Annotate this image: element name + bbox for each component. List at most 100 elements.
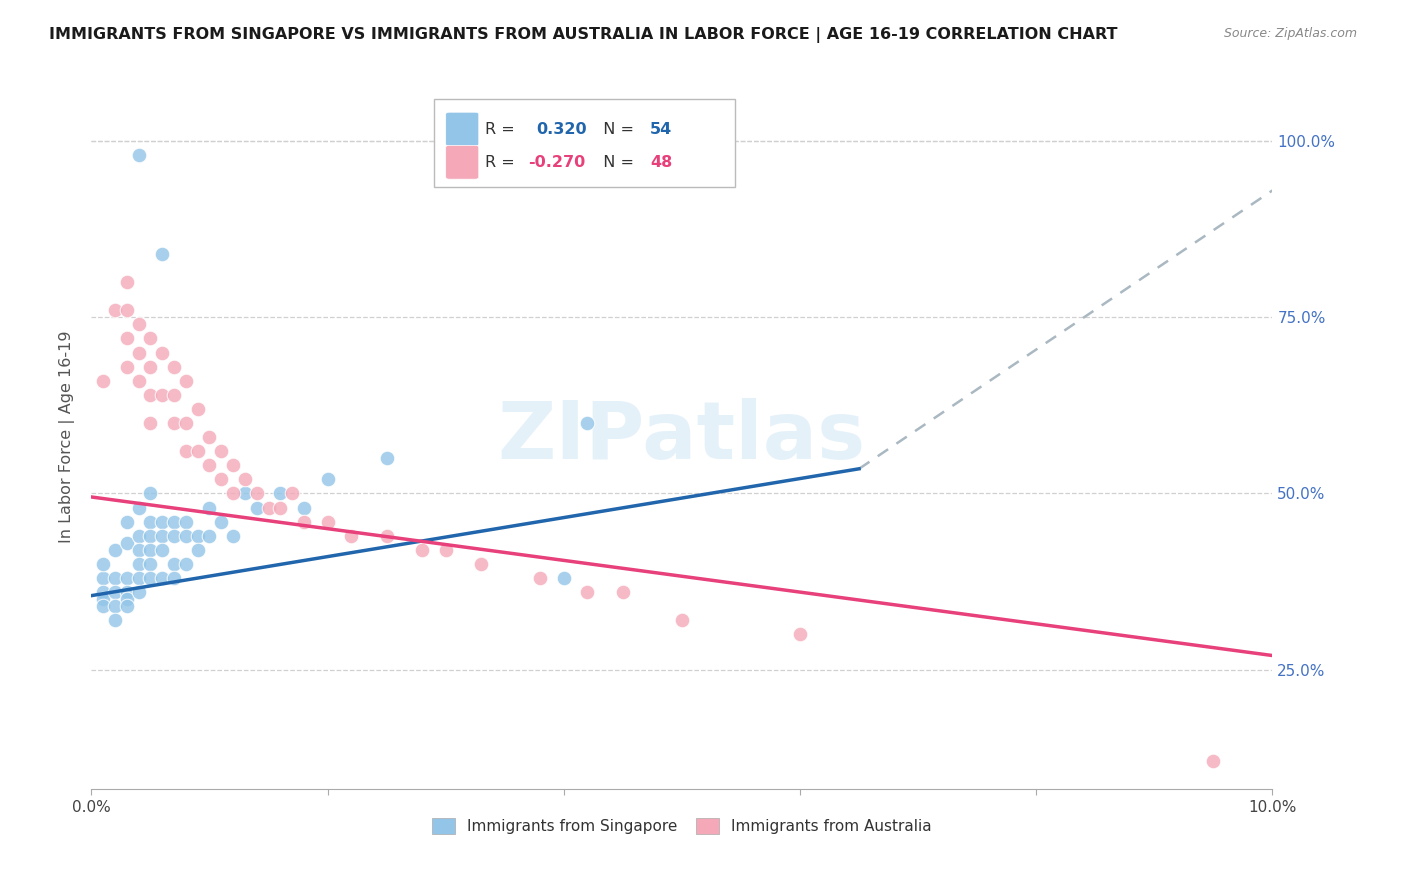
Point	[128, 148, 150, 162]
Point	[115, 571, 138, 585]
Point	[163, 515, 186, 529]
Point	[187, 542, 209, 557]
Point	[139, 515, 162, 529]
Point	[434, 542, 457, 557]
Point	[292, 515, 315, 529]
Point	[222, 458, 245, 473]
Point	[612, 585, 634, 599]
Point	[128, 500, 150, 515]
Point	[91, 599, 114, 614]
Point	[1202, 754, 1225, 768]
Point	[246, 486, 269, 500]
Point	[174, 444, 197, 458]
Point	[209, 444, 232, 458]
Text: N =: N =	[593, 154, 640, 169]
FancyBboxPatch shape	[446, 112, 479, 146]
Point	[128, 374, 150, 388]
Point	[128, 557, 150, 571]
Point	[163, 557, 186, 571]
Text: IMMIGRANTS FROM SINGAPORE VS IMMIGRANTS FROM AUSTRALIA IN LABOR FORCE | AGE 16-1: IMMIGRANTS FROM SINGAPORE VS IMMIGRANTS …	[49, 27, 1118, 43]
Point	[104, 303, 127, 318]
Point	[163, 571, 186, 585]
Point	[209, 472, 232, 486]
Point	[246, 500, 269, 515]
Point	[139, 542, 162, 557]
Point	[222, 486, 245, 500]
Point	[104, 585, 127, 599]
Point	[115, 592, 138, 607]
Point	[115, 359, 138, 374]
Point	[163, 359, 186, 374]
Point	[269, 500, 291, 515]
Text: -0.270: -0.270	[529, 154, 586, 169]
Point	[115, 585, 138, 599]
Text: 54: 54	[650, 121, 672, 136]
Point	[139, 359, 162, 374]
Point	[128, 529, 150, 543]
Point	[163, 416, 186, 430]
Point	[174, 374, 197, 388]
Point	[139, 529, 162, 543]
Point	[576, 585, 599, 599]
Point	[128, 345, 150, 359]
Point	[163, 388, 186, 402]
Point	[139, 331, 162, 345]
Point	[91, 592, 114, 607]
Point	[139, 486, 162, 500]
Point	[139, 557, 162, 571]
Point	[553, 571, 575, 585]
Point	[139, 416, 162, 430]
Point	[187, 401, 209, 416]
Point	[115, 599, 138, 614]
Point	[233, 486, 256, 500]
Point	[257, 500, 280, 515]
Point	[316, 515, 339, 529]
Point	[115, 535, 138, 549]
Point	[198, 430, 221, 444]
Point	[115, 515, 138, 529]
Point	[150, 345, 173, 359]
Point	[91, 571, 114, 585]
Point	[115, 303, 138, 318]
Point	[269, 486, 291, 500]
Point	[470, 557, 492, 571]
Point	[91, 374, 114, 388]
Point	[174, 557, 197, 571]
Text: R =: R =	[485, 121, 524, 136]
Point	[187, 529, 209, 543]
FancyBboxPatch shape	[446, 145, 479, 179]
Text: ZIPatlas: ZIPatlas	[498, 398, 866, 476]
Point	[375, 529, 398, 543]
Text: N =: N =	[593, 121, 640, 136]
Point	[222, 529, 245, 543]
Point	[209, 515, 232, 529]
Point	[115, 331, 138, 345]
Point	[316, 472, 339, 486]
Point	[91, 585, 114, 599]
Point	[104, 613, 127, 627]
Point	[128, 585, 150, 599]
Text: R =: R =	[485, 154, 520, 169]
Y-axis label: In Labor Force | Age 16-19: In Labor Force | Age 16-19	[59, 331, 75, 543]
Point	[150, 247, 173, 261]
Text: 48: 48	[650, 154, 672, 169]
Point	[104, 571, 127, 585]
Text: Source: ZipAtlas.com: Source: ZipAtlas.com	[1223, 27, 1357, 40]
Point	[174, 416, 197, 430]
Point	[91, 557, 114, 571]
Point	[174, 529, 197, 543]
Point	[411, 542, 433, 557]
Legend: Immigrants from Singapore, Immigrants from Australia: Immigrants from Singapore, Immigrants fr…	[425, 811, 939, 842]
Point	[150, 515, 173, 529]
Point	[150, 542, 173, 557]
Point	[292, 500, 315, 515]
Point	[128, 542, 150, 557]
Point	[671, 613, 693, 627]
Point	[281, 486, 304, 500]
Point	[115, 275, 138, 289]
Point	[128, 571, 150, 585]
Point	[150, 529, 173, 543]
Point	[163, 529, 186, 543]
Point	[198, 529, 221, 543]
Text: 0.320: 0.320	[537, 121, 588, 136]
